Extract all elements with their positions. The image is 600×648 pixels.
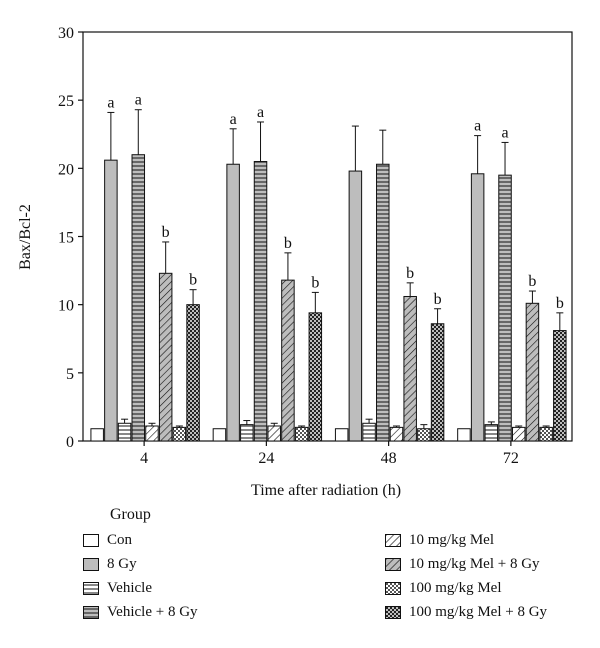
significance-label: b — [189, 272, 197, 289]
significance-label: b — [311, 274, 319, 291]
bar — [553, 330, 567, 442]
legend-item: Vehicle + 8 Gy — [83, 600, 198, 624]
y-tick-label: 30 — [58, 25, 74, 42]
legend-left: Con 8 Gy Vehicle Vehicle + 8 Gy — [83, 528, 198, 624]
axes: 0 5 10 15 20 25 30 4 24 48 72 — [58, 25, 573, 467]
legend-item: 100 mg/kg Mel — [385, 576, 547, 600]
significance-label: b — [406, 265, 414, 282]
significance-label: b — [434, 291, 442, 308]
bar — [90, 428, 104, 442]
bar — [470, 173, 485, 442]
legend-label: 100 mg/kg Mel — [409, 580, 502, 596]
x-tick-label: 72 — [503, 450, 519, 467]
bar — [348, 170, 363, 442]
legend-swatch — [83, 581, 99, 595]
bar — [389, 426, 404, 442]
significance-label: a — [474, 118, 481, 135]
bar — [525, 302, 540, 442]
legend-label: Con — [107, 532, 133, 548]
bar — [403, 295, 417, 442]
significance-label: a — [501, 124, 508, 141]
legend-item: Con — [83, 528, 198, 552]
legend-label: Vehicle + 8 Gy — [107, 604, 198, 620]
bar — [308, 312, 323, 442]
bar — [417, 428, 431, 442]
bar — [145, 425, 159, 442]
legend-swatch — [83, 557, 99, 571]
bar — [158, 272, 173, 442]
significance-label: b — [162, 224, 170, 241]
bar — [539, 426, 553, 442]
legend-item: 10 mg/kg Mel + 8 Gy — [385, 552, 547, 576]
legend-item: 10 mg/kg Mel — [385, 528, 547, 552]
bar — [498, 174, 512, 442]
bar — [240, 424, 254, 442]
y-tick-label: 15 — [58, 230, 74, 247]
y-axis-label: Bax/Bcl-2 — [17, 204, 34, 270]
bar — [186, 304, 200, 442]
y-tick-label: 5 — [66, 366, 74, 383]
legend-item: 100 mg/kg Mel + 8 Gy — [385, 600, 547, 624]
significance-label: a — [135, 92, 142, 109]
bar — [334, 428, 349, 442]
legend-label: 100 mg/kg Mel + 8 Gy — [409, 604, 548, 620]
legend-label: 10 mg/kg Mel + 8 Gy — [409, 556, 540, 572]
significance-label: a — [107, 94, 114, 111]
significance-label: b — [284, 235, 292, 252]
bar — [376, 163, 390, 442]
legend-label: 8 Gy — [107, 556, 137, 572]
bar — [117, 422, 132, 442]
bar — [253, 161, 268, 442]
legend-item: Vehicle — [83, 576, 198, 600]
legend-swatch — [385, 605, 401, 619]
error-bars — [107, 109, 564, 429]
bar — [430, 323, 445, 442]
legend-item: 8 Gy — [83, 552, 198, 576]
bar — [131, 154, 146, 442]
bar — [511, 426, 526, 442]
significance-label: a — [230, 111, 237, 128]
bar — [172, 426, 187, 442]
significance-labels: a a a a a a b b b b b b b b — [107, 92, 564, 312]
bar — [457, 428, 471, 442]
x-tick-label: 24 — [258, 450, 274, 467]
bar — [294, 426, 309, 442]
legend-swatch — [385, 533, 401, 547]
significance-label: b — [528, 273, 536, 290]
legend-swatch — [83, 533, 99, 547]
legend-label: Vehicle — [107, 580, 152, 596]
y-tick-label: 25 — [58, 93, 74, 110]
y-tick-label: 0 — [66, 434, 74, 451]
bar — [281, 279, 295, 442]
y-tick-label: 10 — [58, 298, 74, 315]
x-tick-label: 48 — [381, 450, 397, 467]
legend-swatch — [385, 581, 401, 595]
bar — [267, 425, 281, 442]
bar — [362, 422, 376, 442]
significance-label: b — [556, 295, 564, 312]
bars — [90, 154, 567, 442]
legend-right: 10 mg/kg Mel 10 mg/kg Mel + 8 Gy 100 mg/kg… — [385, 528, 547, 624]
x-axis-label: Time after radiation (h) — [251, 482, 401, 499]
significance-label: a — [257, 104, 264, 121]
legend-label: 10 mg/kg Mel — [409, 532, 494, 548]
y-tick-label: 20 — [58, 161, 74, 178]
bar — [104, 159, 118, 442]
bar — [484, 424, 499, 442]
bar — [212, 428, 227, 442]
bar — [226, 163, 240, 442]
legend-swatch — [385, 557, 401, 571]
legend-swatch — [83, 605, 99, 619]
x-tick-label: 4 — [140, 450, 148, 467]
legend-title: Group — [110, 506, 151, 523]
